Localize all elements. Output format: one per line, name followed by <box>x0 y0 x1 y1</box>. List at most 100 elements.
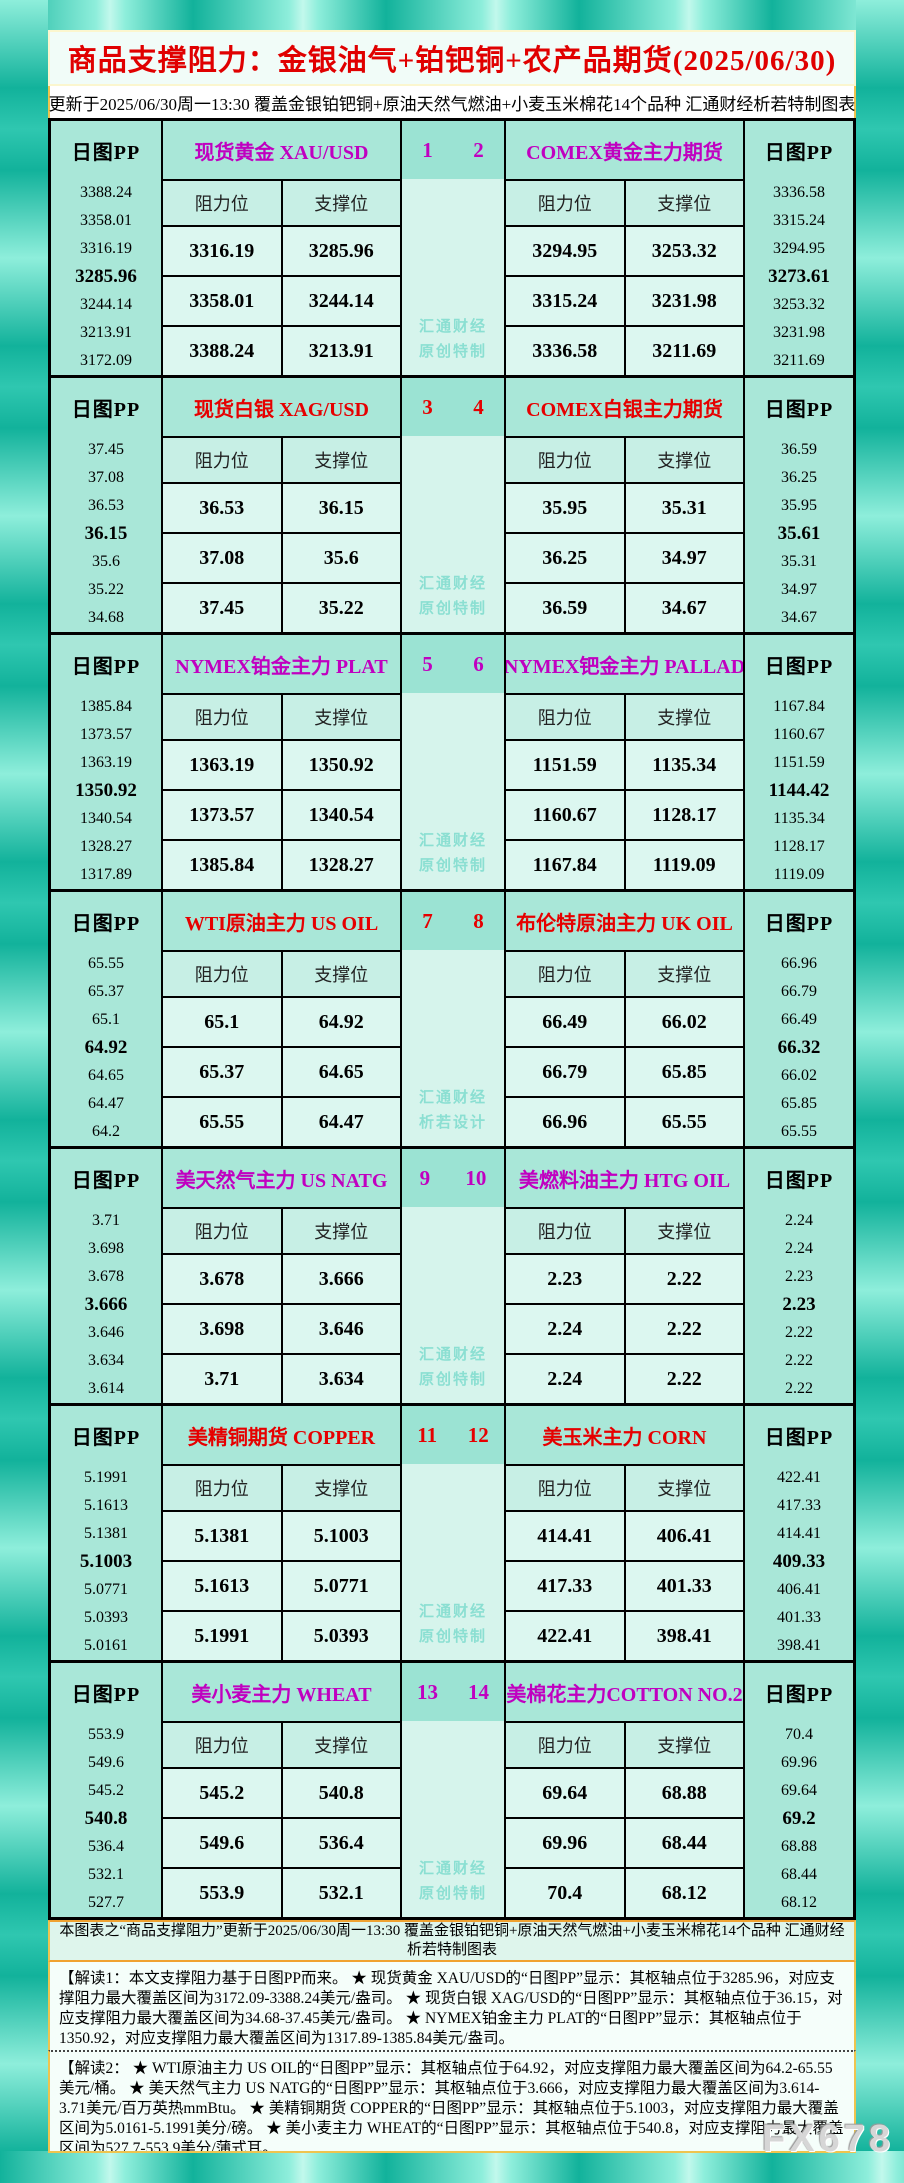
pp-column-right: 日图PP 70.4 69.96 69.64 69.2 68.88 68.44 68.12 <box>743 1663 853 1917</box>
pp-value: 3294.95 <box>773 240 825 257</box>
pp-header-label: 日图PP <box>745 1149 853 1207</box>
table-data-row: 65.55 64.47 <box>163 1096 400 1146</box>
resistance-value: 2.23 <box>506 1255 624 1303</box>
pp-value: 536.4 <box>88 1838 124 1855</box>
support-header: 支撑位 <box>623 1723 743 1767</box>
resistance-value: 66.49 <box>506 998 624 1046</box>
table-data-row: 2.23 2.22 <box>506 1253 743 1303</box>
pp-value: 69.64 <box>781 1782 817 1799</box>
pp-value: 65.37 <box>88 983 124 1000</box>
resistance-value: 1160.67 <box>506 791 624 839</box>
pp-pivot-value: 1144.42 <box>768 780 830 801</box>
resistance-header: 阻力位 <box>506 1209 624 1253</box>
table-header-row: 阻力位 支撑位 <box>163 438 400 482</box>
support-value: 1340.54 <box>280 791 400 839</box>
panel-row-3: 日图PP 1385.84 1373.57 1363.19 1350.92 1340.54 1… <box>51 632 853 889</box>
pp-column-right: 日图PP 422.41 417.33 414.41 409.33 406.41 401.33… <box>743 1406 853 1660</box>
pair-number: 10 <box>465 1165 487 1190</box>
pp-value: 1119.09 <box>773 866 825 883</box>
pp-pivot-value: 69.2 <box>782 1808 816 1829</box>
table-data-row: 36.53 36.15 <box>163 482 400 532</box>
table-data-row: 1373.57 1340.54 <box>163 789 400 839</box>
pp-value: 401.33 <box>777 1609 821 1626</box>
pair-number: 13 <box>417 1679 438 1704</box>
pp-value: 69.96 <box>781 1754 817 1771</box>
pp-header-label: 日图PP <box>745 1406 853 1464</box>
pp-value: 35.31 <box>781 553 817 570</box>
support-header: 支撑位 <box>280 952 400 996</box>
pp-value: 3358.01 <box>80 212 132 229</box>
resistance-value: 3315.24 <box>506 277 624 325</box>
decor-right-strip <box>856 0 904 2183</box>
support-resistance-table: 阻力位 支撑位 69.64 68.88 69.96 68.44 70.4 68.12 <box>506 1723 743 1917</box>
resistance-header: 阻力位 <box>506 695 624 739</box>
support-value: 3.666 <box>280 1255 400 1303</box>
support-value: 68.12 <box>623 1869 743 1917</box>
resistance-header: 阻力位 <box>506 438 624 482</box>
support-value: 3253.32 <box>623 227 743 275</box>
pair-number-column: 1 2 汇通财经 原创特制 <box>400 121 504 375</box>
table-data-row: 5.1381 5.1003 <box>163 1510 400 1560</box>
pp-value: 3172.09 <box>80 352 132 369</box>
pp-header-label: 日图PP <box>51 378 161 436</box>
table-data-row: 549.6 536.4 <box>163 1817 400 1867</box>
support-value: 34.97 <box>623 534 743 582</box>
pp-pivot-value: 409.33 <box>772 1551 826 1572</box>
support-resistance-table: 阻力位 支撑位 3.678 3.666 3.698 3.646 3.71 3.634 <box>163 1209 400 1403</box>
table-data-row: 69.96 68.44 <box>506 1817 743 1867</box>
table-header-row: 阻力位 支撑位 <box>163 1209 400 1253</box>
resistance-value: 66.79 <box>506 1048 624 1096</box>
pp-value: 66.02 <box>781 1067 817 1084</box>
instrument-column-left: 美小麦主力 WHEAT 阻力位 支撑位 545.2 540.8 549.6 536.4 553… <box>161 1663 400 1917</box>
pp-header-label: 日图PP <box>745 378 853 436</box>
pair-number: 4 <box>473 394 484 419</box>
support-value: 65.85 <box>623 1048 743 1096</box>
pp-value: 1160.67 <box>773 726 825 743</box>
pp-value: 3.614 <box>88 1380 124 1397</box>
instrument-name: 美天然气主力 US NATG <box>163 1149 400 1209</box>
support-value: 3.646 <box>280 1305 400 1353</box>
resistance-value: 549.6 <box>163 1819 281 1867</box>
watermark-line: 原创特制 <box>418 858 487 874</box>
instrument-name: 现货黄金 XAU/USD <box>163 121 400 181</box>
support-header: 支撑位 <box>280 438 400 482</box>
pp-value: 5.0393 <box>84 1609 128 1626</box>
table-data-row: 37.08 35.6 <box>163 532 400 582</box>
table-header-row: 阻力位 支撑位 <box>506 438 743 482</box>
support-value: 540.8 <box>280 1769 400 1817</box>
resistance-value: 2.24 <box>506 1305 624 1353</box>
pp-value: 3316.19 <box>80 240 132 257</box>
pair-number: 11 <box>417 1422 438 1447</box>
pp-value: 1328.27 <box>80 838 132 855</box>
pp-value: 422.41 <box>777 1469 821 1486</box>
support-value: 3211.69 <box>623 327 743 375</box>
resistance-header: 阻力位 <box>163 438 281 482</box>
pair-number-column: 9 10 汇通财经 原创特制 <box>400 1149 504 1403</box>
table-data-row: 3316.19 3285.96 <box>163 225 400 275</box>
support-header: 支撑位 <box>280 1466 400 1510</box>
update-subtitle: 更新于2025/06/30周一13:30 覆盖金银铂钯铜+原油天然气燃油+小麦玉… <box>48 86 856 118</box>
table-header-row: 阻力位 支撑位 <box>506 952 743 996</box>
instrument-name: NYMEX铂金主力 PLAT <box>163 635 400 695</box>
pp-column-left: 日图PP 65.55 65.37 65.1 64.92 64.65 64.47 64.2 <box>51 892 161 1146</box>
source-watermark: 汇通财经 原创特制 <box>419 1343 487 1393</box>
table-data-row: 1160.67 1128.17 <box>506 789 743 839</box>
pp-value: 414.41 <box>777 1525 821 1542</box>
table-data-row: 3358.01 3244.14 <box>163 275 400 325</box>
pp-header-label: 日图PP <box>745 121 853 179</box>
support-header: 支撑位 <box>280 1209 400 1253</box>
pair-number-column: 7 8 汇通财经 析若设计 <box>400 892 504 1146</box>
resistance-value: 5.1991 <box>163 1612 281 1660</box>
resistance-value: 1151.59 <box>506 741 624 789</box>
pp-header-label: 日图PP <box>745 635 853 693</box>
source-watermark: 汇通财经 析若设计 <box>419 1086 487 1136</box>
page-title: 商品支撑阻力：金银油气+铂钯铜+农产品期货(2025/06/30) <box>48 30 856 86</box>
pp-value: 3213.91 <box>80 324 132 341</box>
support-header: 支撑位 <box>280 695 400 739</box>
watermark-area: 汇通财经 原创特制 <box>402 436 504 632</box>
table-header-row: 阻力位 支撑位 <box>163 181 400 225</box>
pair-numbers: 9 10 <box>402 1149 504 1207</box>
watermark-area: 汇通财经 原创特制 <box>402 1464 504 1660</box>
resistance-value: 1373.57 <box>163 791 281 839</box>
